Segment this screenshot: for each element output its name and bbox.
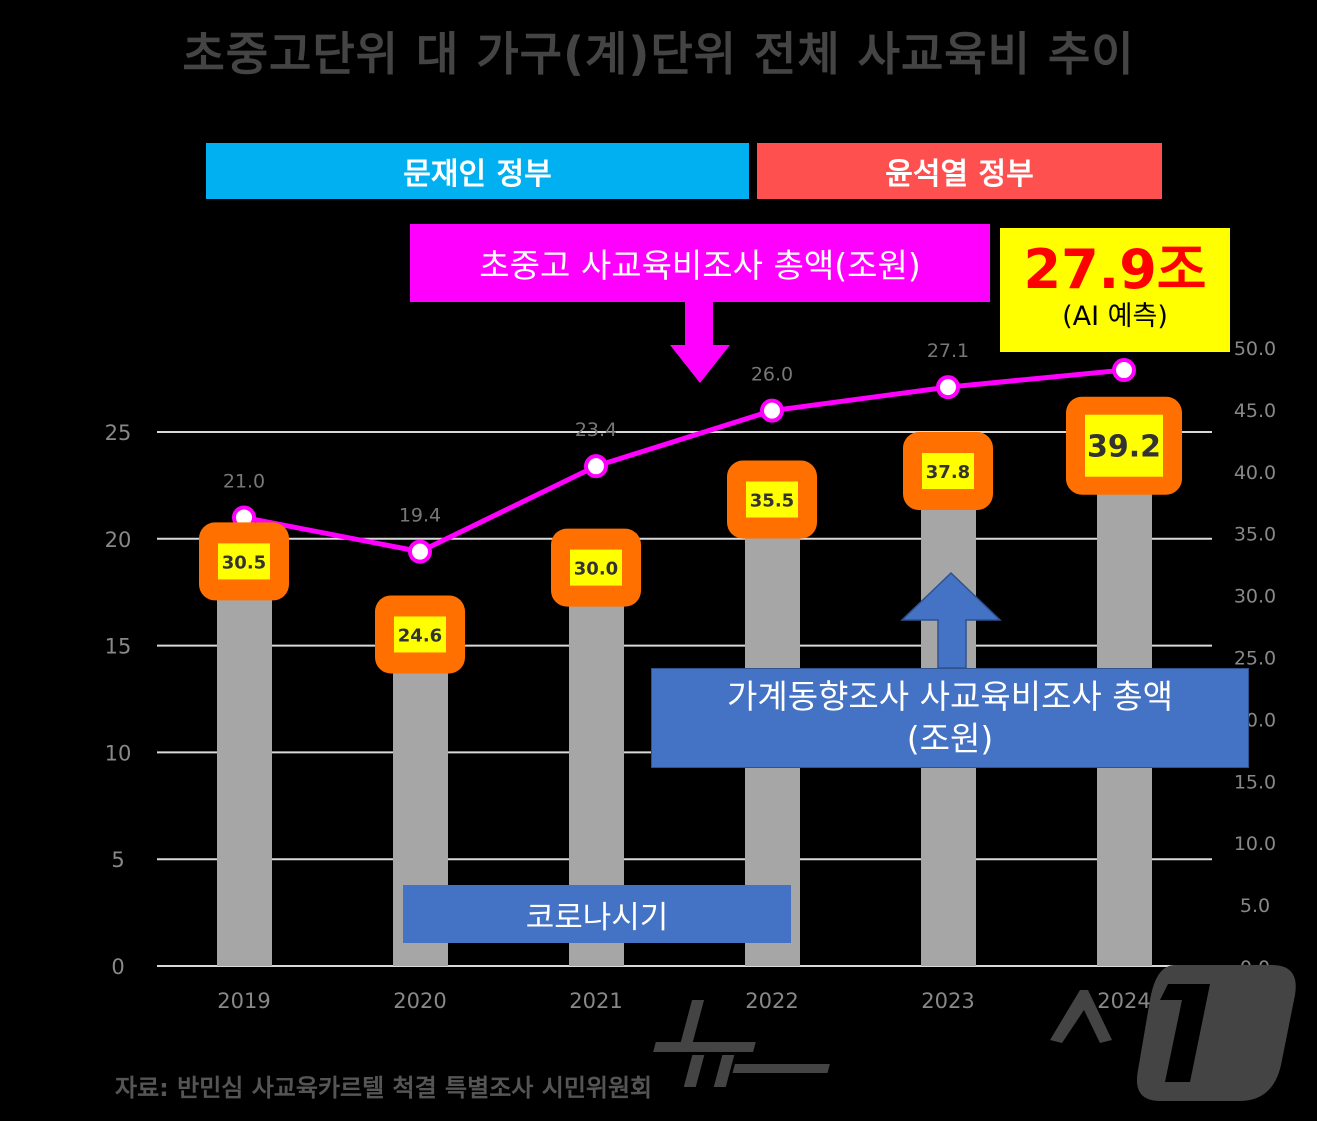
- right-axis-tick: 30.0: [1234, 586, 1276, 608]
- right-axis-tick: 40.0: [1234, 462, 1276, 484]
- right-axis-tick: 10.0: [1234, 833, 1276, 855]
- household-label-line2: (조원): [906, 719, 994, 758]
- x-axis-tick: 2019: [217, 989, 270, 1013]
- line-point: [1112, 358, 1136, 383]
- bar-data-label: 39.2: [1087, 430, 1161, 465]
- line-data-label: 21.0: [223, 470, 265, 492]
- survey-total-label: 초중고 사교육비조사 총액(조원): [410, 224, 990, 302]
- bar-label-fill: [1085, 414, 1163, 477]
- left-axis-tick: 10: [105, 741, 132, 765]
- x-axis-tick: 2020: [393, 989, 446, 1013]
- right-axis-tick: 50.0: [1234, 338, 1276, 360]
- magenta-down-arrow: [670, 302, 730, 383]
- bar-data-label: 30.0: [574, 559, 618, 580]
- yoon-government-banner: 윤석열 정부: [757, 143, 1162, 199]
- household-label-line1: 가계동향조사 사교육비조사 총액: [726, 677, 1174, 716]
- right-axis-tick: 45.0: [1234, 400, 1276, 422]
- x-axis-tick: 2021: [569, 989, 622, 1013]
- line-point: [584, 454, 608, 479]
- bar-label-fill: [218, 543, 270, 580]
- bar-data-label: 37.8: [926, 462, 970, 483]
- line-point: [760, 398, 784, 423]
- left-axis-tick: 0: [111, 955, 124, 979]
- line-series: [243, 367, 1125, 555]
- x-axis-tick: 2024: [1097, 989, 1150, 1013]
- bar: [217, 588, 272, 966]
- bar-label-fill: [922, 453, 974, 490]
- right-axis-tick: 35.0: [1234, 524, 1276, 546]
- household-survey-label: 가계동향조사 사교육비조사 총액 (조원): [651, 668, 1249, 768]
- line-data-label: 23.4: [575, 419, 617, 441]
- bar-label-fill: [394, 616, 446, 653]
- source-note: 자료: 반민심 사교육카르텔 척결 특별조사 시민위원회: [115, 1074, 653, 1102]
- line-point: [936, 375, 960, 400]
- bar-label-fill: [570, 549, 622, 586]
- prediction-note: (AI 예측): [1062, 301, 1168, 332]
- prediction-value: 27.9조: [1023, 238, 1207, 301]
- bar-label-fill: [746, 481, 798, 518]
- bar-data-label: 30.5: [222, 552, 266, 573]
- line-data-label: 26.0: [751, 364, 793, 386]
- news1-logo: [653, 965, 1296, 1101]
- covid-period-label: 코로나시기: [403, 885, 791, 943]
- x-axis-tick: 2023: [921, 989, 974, 1013]
- line-data-label: 27.1: [927, 340, 969, 362]
- moon-government-banner: 문재인 정부: [206, 143, 749, 199]
- left-axis-tick: 25: [105, 421, 132, 445]
- chart-title: 초중고단위 대 가구(계)단위 전체 사교육비 추이: [182, 27, 1135, 81]
- bar-data-label: 35.5: [750, 491, 794, 512]
- right-axis-tick: 25.0: [1234, 648, 1276, 670]
- left-axis-tick: 15: [105, 635, 132, 659]
- line-data-label: 19.4: [399, 505, 441, 527]
- x-axis-tick: 2022: [745, 989, 798, 1013]
- bar-data-label: 24.6: [398, 625, 442, 646]
- right-axis-tick: 5.0: [1240, 895, 1270, 917]
- line-point: [408, 539, 432, 564]
- blue-up-arrow: [900, 571, 1002, 669]
- right-axis-tick: 15.0: [1234, 771, 1276, 793]
- left-axis-tick: 5: [111, 848, 124, 872]
- left-axis-tick: 20: [105, 528, 132, 552]
- ai-prediction-box: 27.9조 (AI 예측): [1000, 228, 1230, 352]
